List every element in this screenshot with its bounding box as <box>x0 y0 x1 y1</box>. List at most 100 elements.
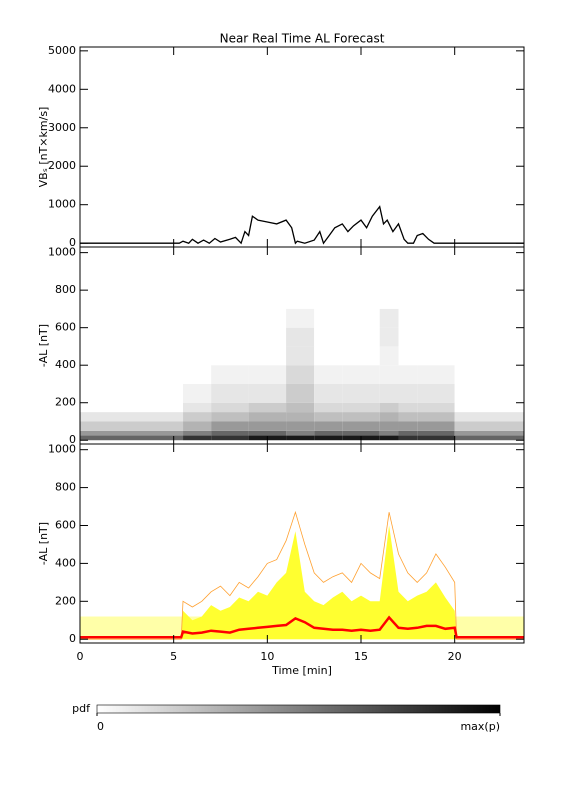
heatmap-cell <box>211 308 249 328</box>
y-tick-label: 1000 <box>48 443 76 456</box>
heatmap-cell <box>398 430 418 436</box>
heatmap-cell <box>379 435 399 441</box>
heatmap-cell <box>248 365 287 384</box>
heatmap-cell <box>379 421 399 431</box>
y-tick-label: 0 <box>69 632 76 645</box>
heatmap-cell <box>379 308 399 328</box>
heatmap-cell <box>454 327 524 347</box>
heatmap-cell <box>248 402 287 413</box>
colorbar-tick-label: 0 <box>97 720 104 733</box>
heatmap-cell <box>183 435 212 441</box>
y-axis-label: -AL [nT] <box>37 324 50 367</box>
y-tick-label: 0 <box>69 236 76 249</box>
heatmap-cell <box>286 412 315 422</box>
heatmap-cell <box>80 327 184 347</box>
heatmap-cell <box>286 346 315 366</box>
heatmap-cell <box>314 327 343 347</box>
heatmap-cell <box>80 421 184 431</box>
heatmap-cell <box>211 402 249 413</box>
heatmap-cell <box>398 383 418 403</box>
heatmap-cell <box>211 346 249 366</box>
y-tick-label: 200 <box>55 396 76 409</box>
heatmap-cell <box>286 365 315 384</box>
y-axis-label: -AL [nT] <box>37 522 50 565</box>
y-tick-label: 5000 <box>48 44 76 57</box>
heatmap-cell <box>454 421 524 431</box>
heatmap-cell <box>80 412 184 422</box>
heatmap-cell <box>248 430 287 436</box>
y-tick-label: 600 <box>55 518 76 531</box>
heatmap-cell <box>417 402 455 413</box>
heatmap-cell <box>454 435 524 441</box>
y-tick-label: 1000 <box>48 246 76 259</box>
heatmap-cell <box>417 435 455 441</box>
heatmap-cell <box>314 435 343 441</box>
heatmap-cell <box>183 421 212 431</box>
heatmap-cell <box>80 402 184 413</box>
heatmap-cell <box>248 327 287 347</box>
x-axis-label: Time [min] <box>271 664 332 677</box>
heatmap-cell <box>342 383 380 403</box>
heatmap-cell <box>183 365 212 384</box>
heatmap-cell <box>183 383 212 403</box>
heatmap-cell <box>248 421 287 431</box>
heatmap-cell <box>398 327 418 347</box>
y-tick-label: 0 <box>69 433 76 446</box>
colorbar <box>96 704 501 714</box>
heatmap-cell <box>398 365 418 384</box>
heatmap-cell <box>286 308 315 328</box>
area <box>80 525 524 640</box>
y-tick-label: 1000 <box>48 198 76 211</box>
heatmap-cell <box>398 421 418 431</box>
heatmap-cell <box>314 346 343 366</box>
y-tick-label: 400 <box>55 556 76 569</box>
heatmap-cell <box>286 383 315 403</box>
heatmap-cell <box>80 365 184 384</box>
y-tick-label: 200 <box>55 594 76 607</box>
heatmap-cell <box>454 402 524 413</box>
heatmap-cell <box>398 412 418 422</box>
heatmap-cell <box>379 430 399 436</box>
heatmap-cell <box>379 346 399 366</box>
heatmap-cell <box>342 412 380 422</box>
y-tick-label: 800 <box>55 283 76 296</box>
heatmap-cell <box>183 402 212 413</box>
y-tick-label: 4000 <box>48 82 76 95</box>
heatmap-cell <box>417 327 455 347</box>
heatmap-cell <box>183 346 212 366</box>
heatmap-cell <box>342 308 380 328</box>
heatmap-cell <box>454 412 524 422</box>
heatmap-cell <box>379 365 399 384</box>
heatmap-cell <box>80 430 184 436</box>
y-tick-label: 600 <box>55 321 76 334</box>
heatmap-cell <box>314 402 343 413</box>
heatmap-cell <box>183 412 212 422</box>
heatmap-cell <box>211 383 249 403</box>
heatmap-cell <box>379 402 399 413</box>
heatmap-cell <box>248 346 287 366</box>
heatmap-cell <box>417 346 455 366</box>
heatmap-cell <box>417 365 455 384</box>
heatmap-cell <box>342 327 380 347</box>
heatmap-cell <box>211 327 249 347</box>
heatmap-cell <box>342 346 380 366</box>
heatmap-cell <box>342 421 380 431</box>
heatmap-cell <box>379 383 399 403</box>
y-axis-label: VBₛ [nT×km/s] <box>37 107 50 188</box>
heatmap-cell <box>183 430 212 436</box>
heatmap-cell <box>398 308 418 328</box>
colorbar-title: pdf <box>72 702 91 715</box>
heatmap-cell <box>417 412 455 422</box>
heatmap-cell <box>379 412 399 422</box>
heatmap-cell <box>211 430 249 436</box>
y-tick-label: 3000 <box>48 121 76 134</box>
heatmap-cell <box>417 308 455 328</box>
heatmap-cell <box>314 383 343 403</box>
x-tick-label: 10 <box>260 650 274 663</box>
heatmap-cell <box>454 308 524 328</box>
heatmap-cell <box>183 327 212 347</box>
y-tick-label: 800 <box>55 481 76 494</box>
heatmap-cell <box>211 421 249 431</box>
heatmap-cell <box>454 383 524 403</box>
